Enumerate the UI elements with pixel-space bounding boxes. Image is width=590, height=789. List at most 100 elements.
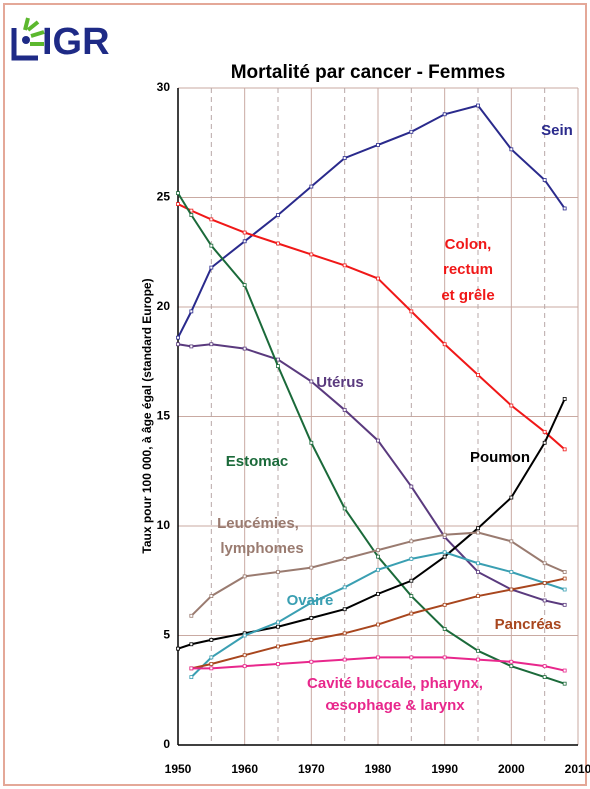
data-point bbox=[176, 191, 180, 196]
series-line bbox=[177, 398, 566, 650]
data-point bbox=[189, 666, 194, 671]
data-point bbox=[176, 202, 180, 206]
data-point bbox=[309, 565, 314, 570]
logo-icon bbox=[11, 17, 45, 61]
data-point bbox=[276, 662, 280, 666]
series-label: Utérus bbox=[316, 374, 364, 391]
data-point bbox=[309, 600, 314, 605]
data-point bbox=[209, 217, 214, 222]
data-point bbox=[509, 403, 514, 408]
data-point bbox=[209, 666, 214, 671]
x-tick-label: 2000 bbox=[498, 762, 525, 776]
data-point bbox=[189, 309, 194, 314]
x-tick-label: 1960 bbox=[231, 762, 258, 776]
series-label: Estomac bbox=[226, 453, 289, 470]
data-point bbox=[509, 495, 514, 500]
series-line bbox=[177, 104, 566, 339]
data-point bbox=[309, 659, 314, 664]
data-point bbox=[209, 265, 214, 270]
data-point bbox=[509, 539, 514, 544]
x-tick-label: 1950 bbox=[165, 762, 192, 776]
data-point bbox=[542, 561, 547, 566]
data-point bbox=[476, 648, 480, 653]
series-label: lymphomes bbox=[220, 540, 303, 557]
data-point bbox=[562, 668, 567, 673]
series-label: et grêle bbox=[441, 287, 494, 304]
data-point bbox=[442, 342, 447, 347]
data-point bbox=[509, 664, 514, 669]
data-point bbox=[542, 581, 547, 585]
data-point bbox=[242, 239, 247, 244]
series-label: Pancréas bbox=[495, 616, 562, 633]
data-point bbox=[562, 447, 567, 452]
data-point bbox=[542, 675, 547, 680]
data-point bbox=[409, 309, 414, 314]
data-point bbox=[242, 574, 247, 579]
series-line bbox=[177, 203, 566, 451]
data-point bbox=[189, 213, 194, 217]
data-point bbox=[476, 526, 480, 531]
data-point bbox=[409, 594, 414, 598]
y-tick-label: 20 bbox=[157, 299, 171, 313]
data-point bbox=[242, 664, 247, 669]
data-point bbox=[209, 662, 214, 666]
data-point bbox=[209, 655, 214, 660]
data-point bbox=[309, 379, 314, 384]
data-point bbox=[276, 570, 280, 574]
data-point bbox=[509, 659, 514, 664]
data-point bbox=[442, 627, 447, 631]
series-line bbox=[177, 192, 565, 685]
data-point bbox=[562, 570, 567, 574]
data-point bbox=[176, 342, 180, 347]
data-point bbox=[376, 276, 380, 281]
data-point bbox=[209, 637, 214, 642]
series-label: rectum bbox=[443, 261, 493, 278]
data-point bbox=[276, 241, 280, 246]
data-point bbox=[476, 372, 480, 377]
data-point bbox=[209, 342, 214, 347]
data-point bbox=[542, 598, 547, 603]
series-label: Cavité buccale, pharynx, bbox=[307, 675, 483, 692]
data-point bbox=[509, 147, 514, 152]
data-point bbox=[409, 484, 414, 489]
data-point bbox=[509, 587, 514, 592]
data-point bbox=[409, 578, 414, 583]
x-tick-label: 1980 bbox=[365, 762, 392, 776]
series-label: Ovaire bbox=[287, 592, 334, 609]
series-label: Poumon bbox=[470, 449, 530, 466]
data-point bbox=[309, 184, 314, 189]
data-point bbox=[242, 283, 247, 288]
data-point bbox=[276, 357, 280, 362]
data-point bbox=[542, 664, 547, 669]
data-point bbox=[342, 408, 347, 412]
data-point bbox=[342, 607, 347, 612]
data-point bbox=[176, 646, 180, 651]
data-point bbox=[189, 642, 194, 647]
series-label: Leucémies, bbox=[217, 515, 299, 532]
data-point bbox=[509, 570, 514, 574]
data-point bbox=[176, 335, 180, 340]
x-tick-label: 1970 bbox=[298, 762, 325, 776]
data-point bbox=[342, 657, 347, 662]
x-tick-label: 2010 bbox=[565, 762, 590, 776]
page-border bbox=[3, 3, 587, 786]
data-point bbox=[309, 440, 314, 445]
data-point bbox=[342, 156, 347, 160]
series-label: œsophage & larynx bbox=[325, 697, 465, 714]
data-point bbox=[562, 397, 567, 401]
data-point bbox=[476, 594, 480, 598]
data-point bbox=[562, 576, 567, 581]
data-point bbox=[209, 594, 214, 598]
data-point bbox=[442, 112, 447, 117]
data-point bbox=[409, 129, 414, 134]
y-tick-label: 10 bbox=[157, 518, 171, 532]
series-label: Colon, bbox=[445, 236, 492, 253]
data-point bbox=[442, 602, 447, 607]
data-point bbox=[342, 506, 347, 511]
data-point bbox=[342, 263, 347, 268]
data-point bbox=[542, 178, 547, 182]
data-point bbox=[309, 616, 314, 620]
data-point bbox=[309, 637, 314, 642]
data-point bbox=[562, 681, 567, 686]
y-tick-label: 5 bbox=[163, 628, 170, 642]
